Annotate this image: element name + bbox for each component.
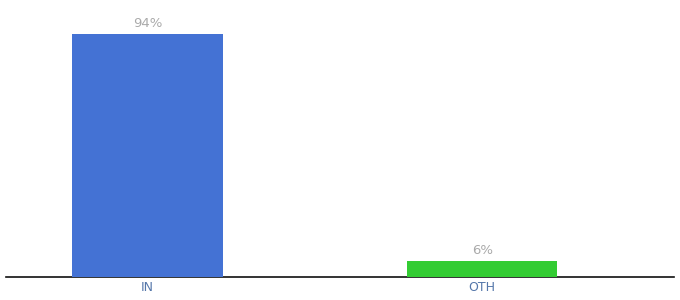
Bar — [407, 261, 558, 277]
Text: 6%: 6% — [472, 244, 492, 257]
Text: 94%: 94% — [133, 17, 163, 30]
Bar — [73, 34, 223, 277]
